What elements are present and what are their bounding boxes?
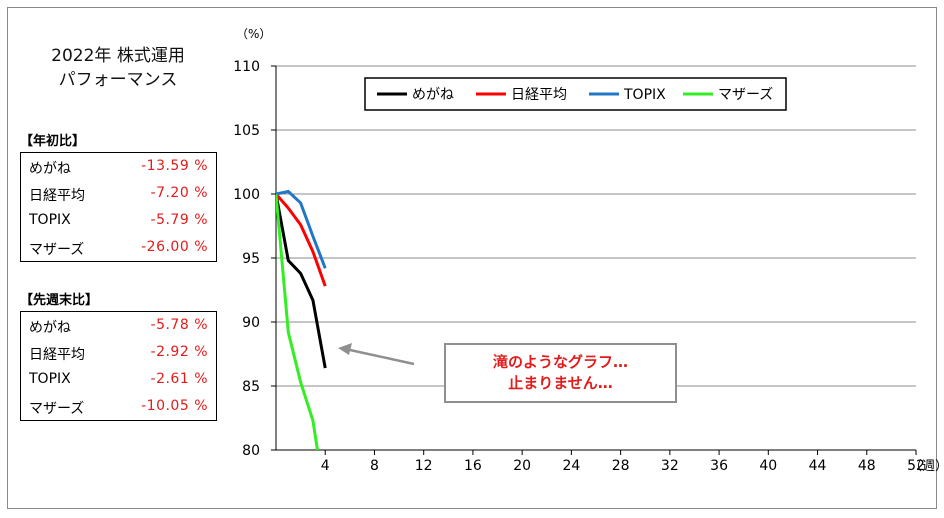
series-lines	[276, 189, 327, 450]
legend-label: 日経平均	[511, 87, 567, 103]
x-tick-label: 48	[858, 458, 876, 474]
table-row: TOPIX -2.61 %	[21, 366, 216, 393]
row-value: -2.92 %	[150, 344, 208, 360]
x-tick-label: 28	[612, 458, 630, 474]
x-tick-label: 12	[415, 458, 433, 474]
legend-label: TOPIX	[623, 87, 666, 103]
row-name: TOPIX	[29, 371, 71, 387]
y-tick-label: 85	[242, 379, 260, 395]
row-value: -10.05 %	[141, 398, 208, 414]
grid-lines	[276, 65, 916, 387]
table-row: 日経平均 -7.20 %	[21, 180, 216, 207]
x-tick-label: 8	[370, 458, 379, 474]
x-tick-label: 20	[513, 458, 531, 474]
x-unit-label: （週）	[909, 459, 944, 474]
ytd-table: めがね -13.59 % 日経平均 -7.20 % TOPIX -5.79 % …	[20, 152, 217, 262]
weekly-table: めがね -5.78 % 日経平均 -2.92 % TOPIX -2.61 % マ…	[20, 311, 217, 421]
chart-title: 2022年 株式運用 パフォーマンス	[38, 44, 198, 92]
y-tick-label: 95	[242, 251, 260, 267]
x-tick-label: 32	[661, 458, 679, 474]
callout-line-2: 止まりません…	[508, 374, 613, 392]
row-name: めがね	[29, 320, 71, 336]
title-line-2: パフォーマンス	[58, 70, 178, 90]
row-value: -7.20 %	[150, 185, 208, 201]
legend-label: めがね	[412, 87, 454, 103]
x-tick-label: 16	[464, 458, 482, 474]
legend-box	[364, 77, 787, 111]
arrow-head	[338, 343, 352, 355]
x-tick-label: 52	[907, 458, 925, 474]
series-line-2	[276, 189, 327, 269]
legend: めがね 日経平均 TOPIX マザーズ	[364, 77, 787, 111]
row-value: -5.79 %	[150, 212, 208, 228]
callout-box: 滝のようなグラフ… 止まりません…	[444, 343, 677, 403]
table-row: めがね -13.59 %	[21, 153, 216, 180]
row-name: マザーズ	[29, 242, 85, 258]
x-tick-label: 36	[710, 458, 728, 474]
table-row: マザーズ -26.00 %	[21, 234, 216, 261]
x-tick-label: 40	[759, 458, 777, 474]
row-name: 日経平均	[29, 347, 85, 363]
ytd-header: 【年初比】	[20, 134, 86, 149]
callout-arrow	[338, 343, 415, 366]
row-name: めがね	[29, 161, 71, 177]
y-tick-label: 110	[233, 59, 260, 75]
row-name: 日経平均	[29, 188, 85, 204]
table-row: 日経平均 -2.92 %	[21, 339, 216, 366]
row-value: -26.00 %	[141, 239, 208, 255]
row-value: -5.78 %	[150, 317, 208, 333]
row-value: -2.61 %	[150, 371, 208, 387]
table-row: マザーズ -10.05 %	[21, 393, 216, 420]
y-tick-label: 105	[233, 123, 260, 139]
row-value: -13.59 %	[141, 158, 208, 174]
x-tick-label: 44	[809, 458, 827, 474]
weekly-header: 【先週末比】	[20, 293, 99, 308]
table-row: めがね -5.78 %	[21, 312, 216, 339]
title-line-1: 2022年 株式運用	[51, 46, 185, 66]
series-line-1	[276, 193, 327, 287]
series-line-0	[276, 193, 327, 369]
y-tick-label: 100	[233, 187, 260, 203]
y-tick-label: 80	[242, 443, 260, 459]
x-tick-label: 24	[562, 458, 580, 474]
callout-line-1: 滝のようなグラフ…	[492, 353, 628, 371]
row-name: マザーズ	[29, 401, 85, 417]
row-name: TOPIX	[29, 212, 71, 228]
arrow-shaft	[349, 348, 415, 366]
legend-label: マザーズ	[718, 87, 773, 103]
series-line-3	[276, 193, 319, 450]
y-unit-label: （%）	[236, 27, 271, 41]
y-tick-label: 90	[242, 315, 260, 331]
x-tick-label: 4	[321, 458, 330, 474]
table-row: TOPIX -5.79 %	[21, 207, 216, 234]
